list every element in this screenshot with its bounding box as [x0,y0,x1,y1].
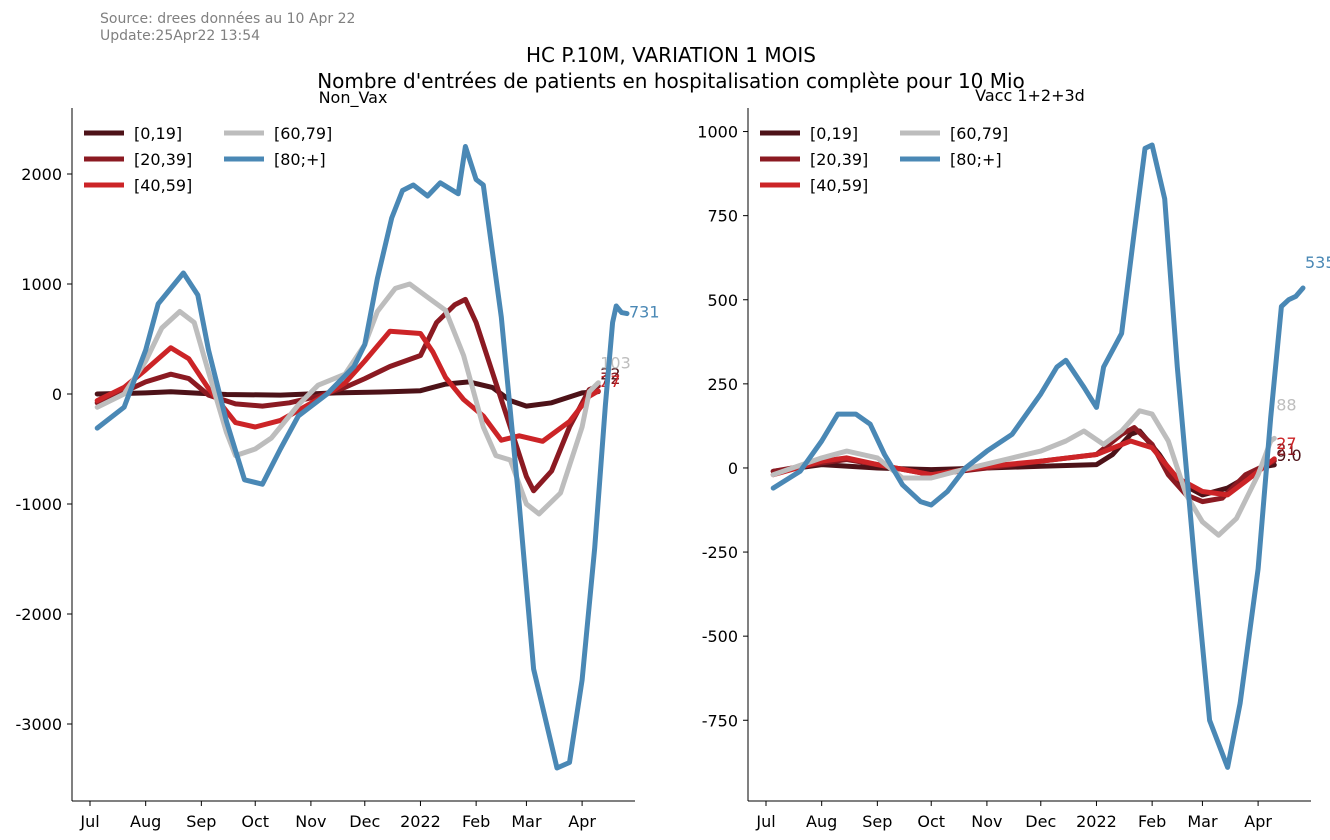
y-tick-label: 0 [728,459,738,478]
x-tick-label: Dec [349,812,380,831]
y-tick-label: 250 [707,375,738,394]
series-end-label: 731 [629,303,660,322]
panel-title: Non_Vax [319,88,388,108]
x-tick-label: Mar [511,812,542,831]
update-note: Update:25Apr22 13:54 [100,28,260,44]
legend-entry: [80;+] [274,150,326,169]
x-tick-label: Oct [917,812,945,831]
y-tick-label: -1000 [16,495,63,514]
x-tick-label: Aug [806,812,837,831]
y-tick-label: -250 [702,543,738,562]
x-tick-label: Sep [186,812,216,831]
series-end-label: 103 [600,354,631,373]
x-tick-label: Nov [295,812,326,831]
series-line [94,379,601,409]
x-tick-label: 2022 [400,812,441,831]
series-line [94,281,601,517]
legend-entry: [0,19] [134,124,182,143]
legend-entry: [60,79] [950,124,1008,143]
y-tick-label: -2000 [16,605,63,624]
y-tick-label: 500 [707,291,738,310]
x-tick-label: 2022 [1076,812,1117,831]
x-tick-label: Jul [79,812,99,831]
legend-entry: [80;+] [950,150,1002,169]
x-tick-label: Feb [1138,812,1166,831]
figure-title: HC P.10M, VARIATION 1 MOIS [526,43,816,67]
x-tick-label: Oct [241,812,269,831]
x-tick-label: Jul [755,812,775,831]
series-line [94,296,601,494]
legend-entry: [40,59] [134,176,192,195]
series-line [770,408,1277,538]
y-tick-label: 1000 [21,275,62,294]
y-tick-label: -3000 [16,715,63,734]
y-tick-label: 0 [52,385,62,404]
x-tick-label: Nov [971,812,1002,831]
series-line [94,328,601,444]
legend-entry: [20,39] [810,150,868,169]
x-tick-label: Sep [862,812,892,831]
series-end-label: 27 [1276,434,1296,453]
series-end-label: 9.0 [1276,446,1301,465]
series-end-label: 535 [1305,253,1330,272]
y-tick-label: 750 [707,207,738,226]
panel-title: Vacc 1+2+3d [975,86,1085,105]
legend-entry: [20,39] [134,150,192,169]
x-tick-label: Aug [130,812,161,831]
series-end-label: 21 [1276,440,1296,459]
series-line [770,142,1306,770]
x-tick-label: Apr [568,812,596,831]
series-line [770,438,1277,498]
x-tick-label: Mar [1187,812,1218,831]
legend-entry: [0,19] [810,124,858,143]
x-tick-label: Feb [462,812,490,831]
y-tick-label: -500 [702,627,738,646]
legend-entry: [40,59] [810,176,868,195]
y-tick-label: 1000 [697,123,738,142]
series-line [94,144,630,771]
x-tick-label: Apr [1244,812,1272,831]
chart-panel-nonvax: Non_Vax 2000 1000 0 -1000 -2000 -3000 Jul Aug Se… [16,88,660,831]
y-tick-label: -750 [702,711,738,730]
figure-subtitle: Nombre d'entrées de patients en hospital… [317,69,1025,93]
series-end-label: 88 [1276,395,1296,414]
legend-entry: [60,79] [274,124,332,143]
x-tick-label: Dec [1025,812,1056,831]
source-note: Source: drees données au 10 Apr 22 [100,11,355,27]
chart-panel-vacc: Vacc 1+2+3d 1000 750 500 250 0 -250 -500 -750 Ju… [697,86,1330,831]
y-tick-label: 2000 [21,165,62,184]
